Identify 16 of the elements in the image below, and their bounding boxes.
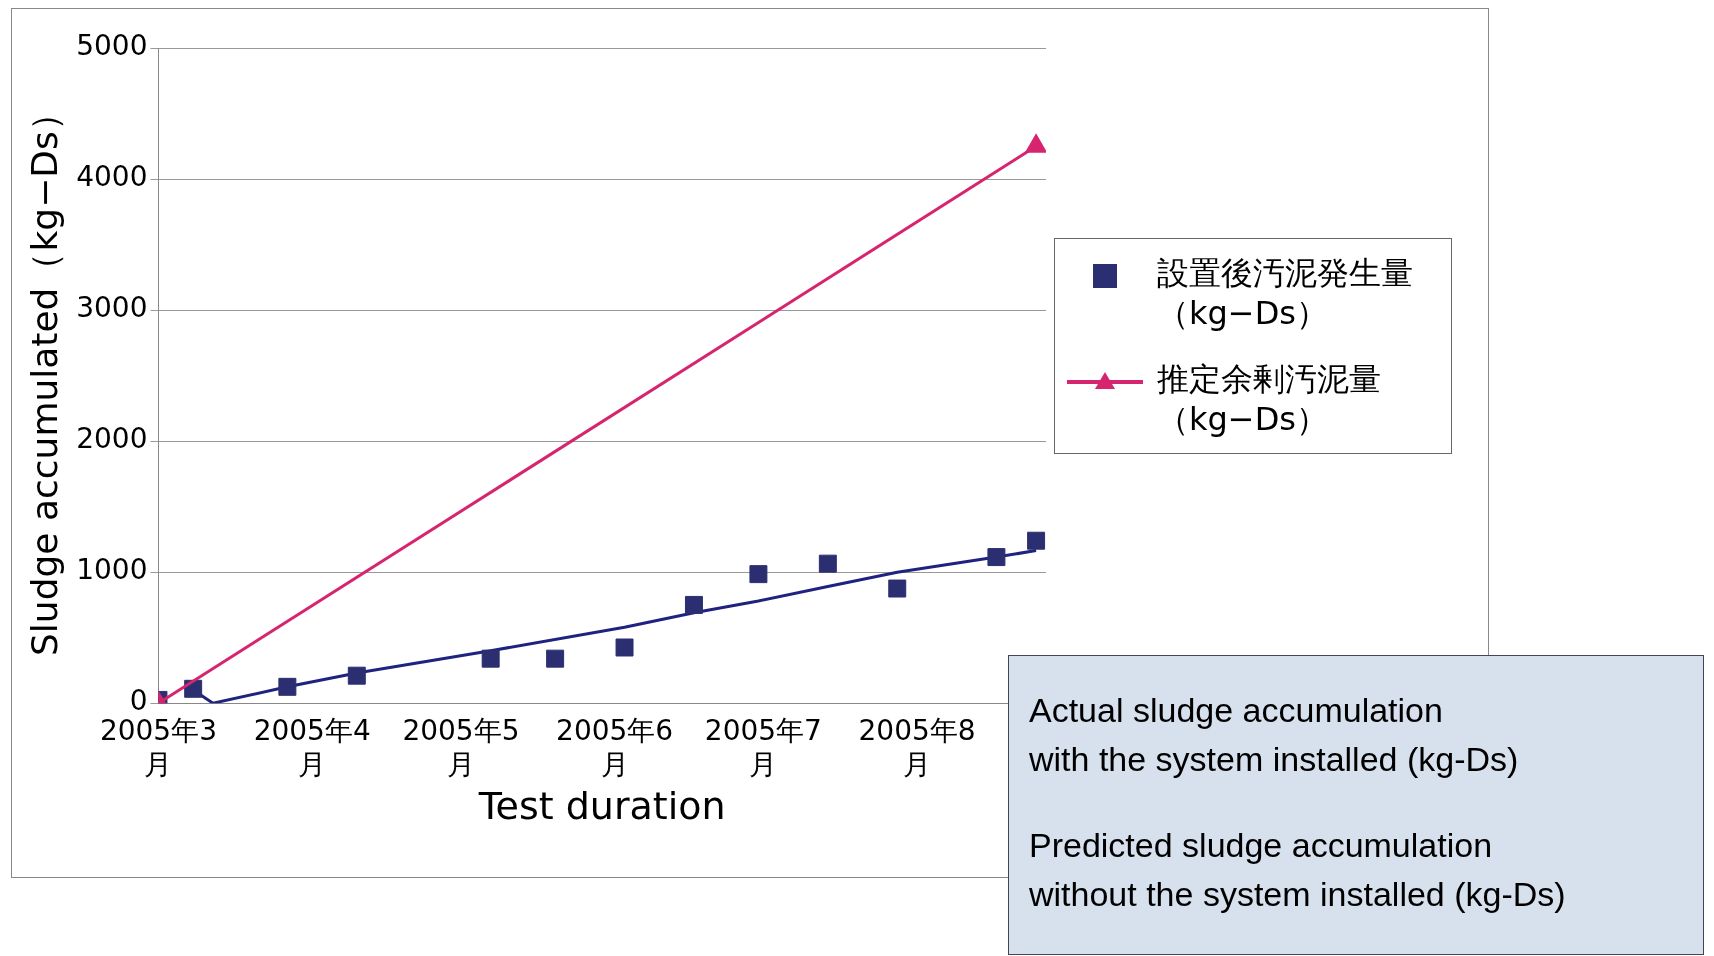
x-tick-label: 2005年8月 (858, 714, 976, 781)
legend-label: 推定余剰汚泥量（kg−Ds） (1157, 359, 1382, 439)
y-tick-label: 3000 (76, 291, 148, 325)
annotation: Actual sludge accumulation with the system installed (kg-Ds) (1029, 690, 1520, 781)
x-tick-label: 2005年5月 (402, 714, 520, 781)
y-tick-label: 5000 (76, 29, 148, 63)
x-axis-title: Test duration (477, 784, 726, 829)
x-tick-label: 2005年6月 (556, 714, 674, 781)
y-axis-title: Sludge accumulated（kg−Ds） (23, 95, 65, 657)
legend-label: 設置後汚泥発生量（kg−Ds） (1157, 253, 1414, 333)
x-tick-label: 2005年4月 (253, 714, 371, 781)
x-tick-label: 2005年7月 (704, 714, 822, 781)
y-tick-label: 2000 (76, 422, 148, 456)
y-tick-label: 4000 (76, 160, 148, 194)
y-tick-label: 1000 (76, 553, 148, 587)
text-box: Actual sludge accumulation with the system installed (kg-Ds) Predicted sludge accumulation without the system installed (kg-Ds) (1008, 655, 1704, 955)
